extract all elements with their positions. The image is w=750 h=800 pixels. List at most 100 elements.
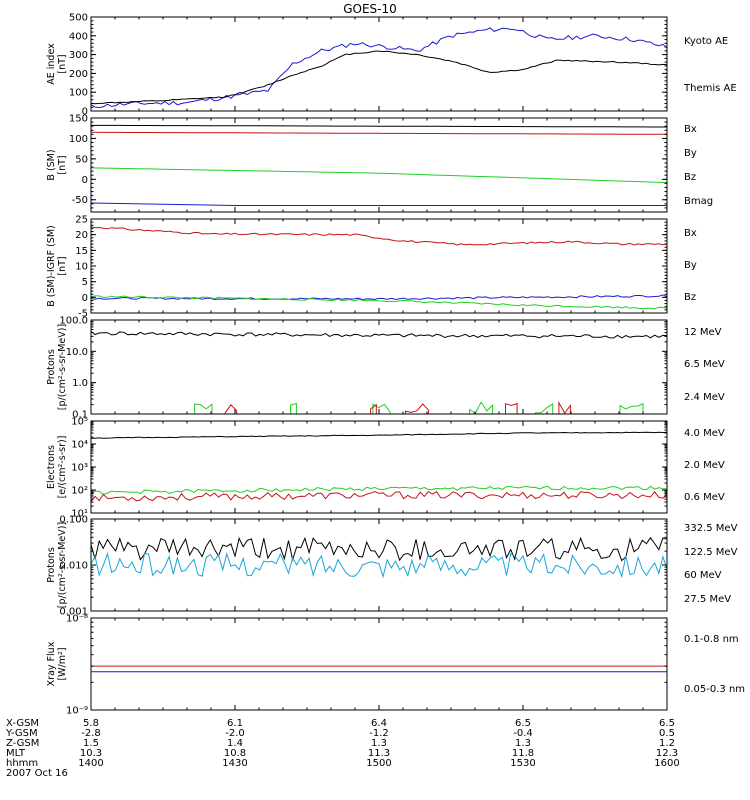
axis-row-value: 1500 <box>366 758 391 769</box>
axis-row-value: 0.5 <box>659 728 675 739</box>
axis-row-value: 5.8 <box>83 718 99 729</box>
panel-ae: 0 100 200 300 400 500 AE index [nT] Kyoto AE Them… <box>46 13 737 118</box>
axis-row-value: 12.3 <box>656 748 678 759</box>
panel-electrons: 10¹ 10² 10³ 10⁴ 10⁵ Electrons [e/(cm²-s-sr)] 4.… <box>46 417 725 520</box>
series-2-0-mev <box>91 485 667 495</box>
legend-entry: 0.6 MeV <box>684 492 725 503</box>
panel-frame <box>90 617 668 711</box>
y-tick-label: -50 <box>72 195 88 206</box>
y-tick-label: 100 <box>69 88 88 99</box>
y-axis-label: [W/m²] <box>57 647 68 680</box>
y-tick-label: 50 <box>75 154 88 165</box>
axis-row-value: 10.8 <box>224 748 246 759</box>
y-tick-label: 1.0 <box>72 378 88 389</box>
y-tick-label: 0 <box>82 175 88 186</box>
y-axis-label: [nT] <box>57 54 68 73</box>
y-tick-label: 0 <box>82 293 88 304</box>
y-tick-label: 0 <box>82 107 88 118</box>
series-group <box>91 124 667 206</box>
y-axis-label: [nT] <box>57 155 68 174</box>
y-axis-label: [nT] <box>57 256 68 275</box>
y-tick-label: 10¹ <box>71 509 88 520</box>
series-12-mev <box>224 400 571 414</box>
y-axis-label: [p/(cm²-s-sr-MeV)] <box>57 324 68 410</box>
axis-row-label: MLT <box>6 748 26 759</box>
axis-row-value: 6.1 <box>227 718 243 729</box>
panel-protons_high: 0.001 0.010 0.100 Protons [p/(cm²-s-sr-MeV)]… <box>46 515 738 618</box>
y-tick-label: 0.001 <box>59 607 88 618</box>
axis-row-value: -1.2 <box>369 728 389 739</box>
axis-row-value: 1430 <box>222 758 247 769</box>
axis-row-value: 1.5 <box>83 738 99 749</box>
axis-row-label: hhmm <box>6 758 38 769</box>
series-bmag <box>91 124 667 128</box>
axis-row-value: 1600 <box>654 758 679 769</box>
series-2-4-mev <box>91 331 667 339</box>
axis-row-value: 1530 <box>510 758 535 769</box>
series-by <box>91 295 667 310</box>
series-kyoto-ae <box>91 27 667 109</box>
y-tick-label: 10.0 <box>66 347 88 358</box>
y-axis-label: Protons <box>46 349 57 385</box>
axis-row-value: 6.5 <box>515 718 531 729</box>
axis-row-value: -0.4 <box>513 728 533 739</box>
series-bx <box>91 202 667 206</box>
legend-entry: 60 MeV <box>684 570 722 581</box>
y-tick-label: 10 <box>75 262 88 273</box>
legend-entry: 2.0 MeV <box>684 460 725 471</box>
y-axis-label: B (SM) <box>46 149 57 180</box>
y-tick-label: 10⁴ <box>71 440 88 451</box>
axis-row-value: -2.0 <box>225 728 245 739</box>
y-axis-label: Electrons <box>46 445 57 489</box>
y-tick-label: 100.0 <box>59 316 88 327</box>
y-tick-label: 400 <box>69 31 88 42</box>
y-axis-label: Protons <box>46 547 57 583</box>
y-tick-label: 5 <box>82 277 88 288</box>
y-tick-label: 15 <box>75 246 88 257</box>
axis-row-value: 11.3 <box>368 748 390 759</box>
legend-entry: Bx <box>684 228 697 239</box>
y-tick-label: 0.010 <box>59 561 88 572</box>
axis-row-value: 1.2 <box>659 738 675 749</box>
y-tick-label: 10⁵ <box>71 417 88 428</box>
x-axis-table: X-GSM 5.8 6.1 6.4 6.5 6.5 Y-GSM -2.8 -2.0 -1.2 -0.… <box>5 718 680 769</box>
legend-entry: 332.5 MeV <box>684 523 738 534</box>
legend-entry: Themis AE <box>683 83 737 94</box>
y-tick-label: 500 <box>69 13 88 24</box>
y-tick-label: 10² <box>71 486 88 497</box>
axis-row-value: 10.3 <box>80 748 102 759</box>
y-tick-label: 150 <box>69 114 88 125</box>
legend-entry: 12 MeV <box>684 327 722 338</box>
y-axis-label: Xray Flux <box>46 641 57 686</box>
y-tick-label: 0.100 <box>59 515 88 526</box>
series-6-5-mev <box>194 401 644 414</box>
axis-row-label: Z-GSM <box>6 738 39 749</box>
axis-row-value: -2.8 <box>81 728 101 739</box>
series-4-0-mev <box>91 490 667 502</box>
y-tick-label: 25 <box>75 215 88 226</box>
axis-row-value: 6.5 <box>659 718 675 729</box>
legend-entry: 4.0 MeV <box>684 428 725 439</box>
y-tick-label: 10⁻⁸ <box>66 614 88 625</box>
legend-entry: Kyoto AE <box>684 36 728 47</box>
y-tick-label: 10⁻⁹ <box>66 706 88 717</box>
legend-entry: Bz <box>684 292 696 303</box>
axis-row-label: Y-GSM <box>5 728 38 739</box>
series-bz <box>91 131 667 135</box>
y-tick-label: -5 <box>78 309 88 320</box>
panel-bsm: -50 0 50 100 150 B (SM) [nT] Bx By Bz Bmag <box>46 114 713 213</box>
axis-row-value: 11.8 <box>512 748 534 759</box>
series-group <box>91 536 667 579</box>
y-tick-label: 100 <box>69 134 88 145</box>
axis-row-value: 1.4 <box>227 738 243 749</box>
legend-entry: Bmag <box>684 196 713 207</box>
axis-row-value: 6.4 <box>371 718 387 729</box>
series-group <box>91 431 667 502</box>
panel-frame <box>90 319 668 415</box>
axis-row-value: 1.3 <box>371 738 387 749</box>
series-group <box>91 665 667 673</box>
legend-entry: Bz <box>684 172 696 183</box>
panel-bdiff: -5 0 5 10 15 20 25 B (SM)-IGRF (SM) [nT] Bx By Bz <box>46 215 697 320</box>
